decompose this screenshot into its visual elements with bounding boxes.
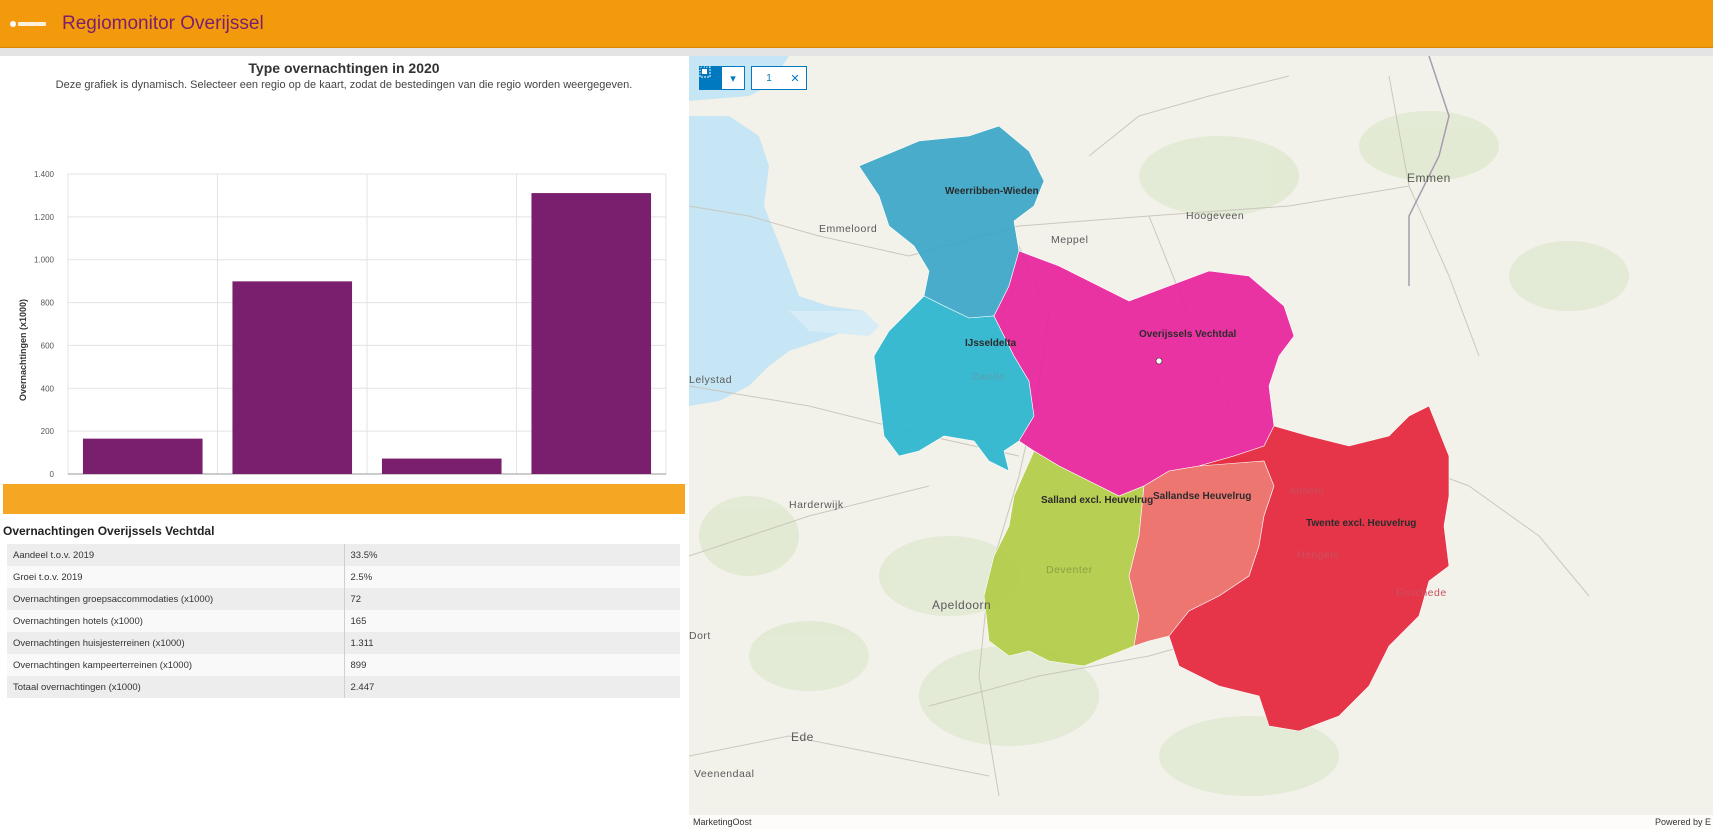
table-cell-key: Overnachtingen huisjesterreinen (x1000): [7, 632, 345, 654]
region-twente[interactable]: [1168, 405, 1450, 732]
label-twente: Twente excl. Heuvelrug: [1306, 518, 1417, 529]
table-cell-key: Groei t.o.v. 2019: [7, 566, 345, 588]
table-cell-value: 165: [344, 610, 680, 632]
table-cell-key: Overnachtingen hotels (x1000): [7, 610, 345, 632]
city-label: Deventer: [1046, 564, 1093, 576]
selection-count-button[interactable]: 1: [699, 66, 784, 89]
ijsselmeer-water: [689, 116, 864, 406]
y-tick-label: 1.400: [34, 170, 55, 179]
label-ijsselmeer-delta: IJsseldelta: [965, 338, 1017, 349]
label-weerribben-wieden: Weerribben-Wieden: [945, 186, 1039, 197]
table-row: Overnachtingen kampeerterreinen (x1000) 8…: [7, 654, 680, 676]
city-label: Enschede: [1396, 587, 1447, 599]
table-title: Overnachtingen Overijssels Vechtdal: [3, 524, 215, 538]
close-icon[interactable]: ✕: [790, 72, 800, 85]
y-tick-label: 0: [50, 470, 55, 479]
basemap[interactable]: [689, 56, 1713, 829]
map-point-marker: [1155, 357, 1163, 365]
label-overijssels-vechtdal: Overijssels Vechtdal: [1139, 329, 1237, 340]
y-tick-label: 200: [41, 427, 55, 436]
chart-panel: Type overnachtingen in 2020 Deze grafiek…: [0, 56, 688, 829]
y-tick-label: 800: [41, 299, 55, 308]
ketelmeer-water: [789, 311, 879, 336]
table-cell-value: 1.311: [344, 632, 680, 654]
bar-huisjesterreinen[interactable]: [531, 193, 652, 475]
city-label: Almelo: [1289, 485, 1325, 497]
bar-hotels[interactable]: [82, 438, 203, 474]
attribute-table: Aandeel t.o.v. 2019 33.5% Groei t.o.v. 201…: [7, 544, 680, 698]
table-cell-value: 33.5%: [344, 544, 680, 566]
city-label: Veenendaal: [694, 768, 755, 780]
table-row: Aandeel t.o.v. 2019 33.5%: [7, 544, 680, 566]
city-label: Emmeloord: [819, 223, 878, 235]
chevron-down-icon[interactable]: ▾: [730, 72, 736, 85]
section-divider-band: [3, 484, 685, 514]
table-cell-value: 2.5%: [344, 566, 680, 588]
y-tick-label: 400: [41, 384, 55, 393]
y-tick-label: 1.000: [34, 256, 55, 265]
city-label: Ede: [791, 730, 814, 744]
city-label: Apeldoorn: [932, 598, 992, 612]
map-view[interactable]: Weerribben-Wieden IJsseldelta Overijssel…: [689, 56, 1713, 829]
bar-groepsaccommodaties[interactable]: [381, 458, 502, 474]
chart-subtitle: Deze grafiek is dynamisch. Selecteer een…: [55, 79, 633, 91]
table-row: Overnachtingen hotels (x1000) 165: [7, 610, 680, 632]
province-border: [1408, 56, 1450, 286]
city-label: Hoogeveen: [1186, 210, 1245, 222]
app-header: Regiomonitor Overijssel: [0, 0, 1713, 48]
city-label: Harderwijk: [789, 499, 844, 511]
chart-title: Type overnachtingen in 2020: [248, 60, 440, 76]
city-label: Zwolle: [972, 371, 1006, 383]
label-salland: Salland excl. Heuvelrug: [1041, 495, 1154, 506]
y-axis-label: Overnachtingen (x1000): [18, 299, 28, 401]
table-cell-key: Overnachtingen kampeerterreinen (x1000): [7, 654, 345, 676]
table-row: Overnachtingen groepsaccommodaties (x100…: [7, 588, 680, 610]
selection-count-group: 1 ✕: [699, 66, 807, 90]
header-divider: [0, 48, 1713, 56]
table-cell-value: 899: [344, 654, 680, 676]
marketingoost-logo[interactable]: [8, 13, 50, 35]
table-cell-key: Overnachtingen groepsaccommodaties (x100…: [7, 588, 345, 610]
select-tool-group: ▾: [699, 66, 745, 90]
table-cell-key: Aandeel t.o.v. 2019: [7, 544, 345, 566]
logo-sun-icon: [10, 20, 46, 27]
city-label: Lelystad: [689, 374, 733, 386]
city-label: Emmen: [1407, 171, 1451, 185]
powered-by-link[interactable]: Powered by E: [1654, 817, 1711, 827]
city-label: Meppel: [1051, 234, 1089, 246]
table-row: Overnachtingen huisjesterreinen (x1000) 1…: [7, 632, 680, 654]
region-salland[interactable]: [983, 450, 1145, 667]
y-tick-label: 1.200: [34, 213, 55, 222]
app-title: Regiomonitor Overijssel: [62, 12, 264, 34]
y-tick-label: 600: [41, 341, 55, 350]
bar-kampeerterreinen[interactable]: [232, 281, 353, 474]
table-row: Totaal overnachtingen (x1000) 2.447: [7, 676, 680, 698]
table-cell-value: 72: [344, 588, 680, 610]
table-cell-key: Totaal overnachtingen (x1000): [7, 676, 345, 698]
forest-patches: [699, 111, 1629, 796]
map-attribution: MarketingOost: [689, 815, 1713, 829]
label-sallandse-heuvelrug: Sallandse Heuvelrug: [1153, 491, 1252, 502]
map-selection-toolbar: ▾ 1 ✕: [699, 66, 807, 90]
selection-icon: [699, 66, 709, 76]
city-label: Hengelo: [1297, 549, 1340, 561]
city-label: Dort: [689, 630, 711, 642]
selection-count: 1: [766, 72, 772, 84]
table-cell-value: 2.447: [344, 676, 680, 698]
region-ijsselmeer-delta[interactable]: [873, 295, 1035, 472]
table-row: Groei t.o.v. 2019 2.5%: [7, 566, 680, 588]
